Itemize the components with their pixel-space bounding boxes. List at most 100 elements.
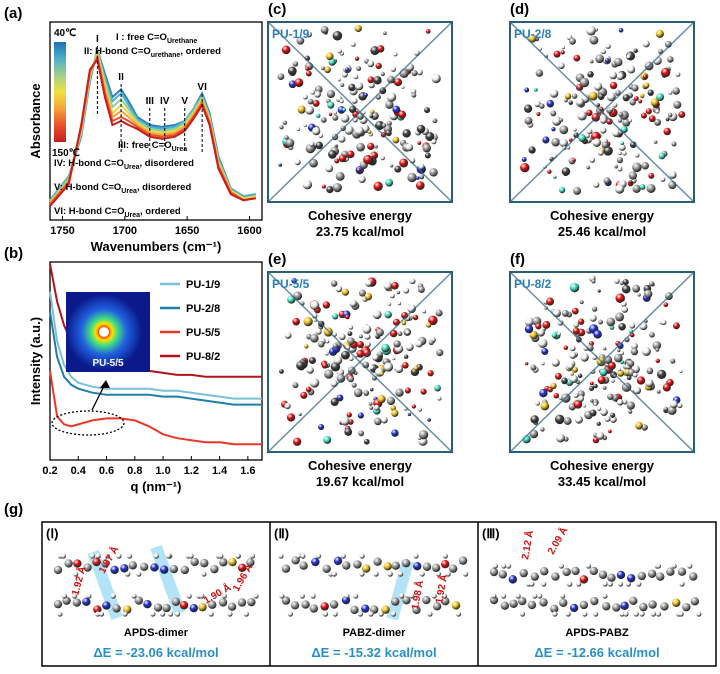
interaction-highlight <box>386 559 414 621</box>
atom <box>578 134 586 142</box>
atom <box>529 330 538 340</box>
atom <box>646 367 654 375</box>
atom <box>645 108 652 115</box>
atom <box>405 343 414 352</box>
atom <box>687 563 693 569</box>
atom <box>554 372 562 380</box>
atom <box>427 418 431 422</box>
atom <box>589 314 597 322</box>
atom <box>171 597 181 607</box>
atom <box>642 347 651 356</box>
atom <box>603 347 607 351</box>
atom <box>557 332 561 336</box>
atom <box>291 277 297 284</box>
x-tick-label: 0.4 <box>71 465 87 477</box>
atom <box>677 402 683 409</box>
atom <box>524 317 534 327</box>
atom <box>166 553 172 559</box>
atom <box>393 52 398 57</box>
arrow-head <box>100 380 110 388</box>
atom <box>615 293 625 303</box>
molecule-name: APDS-PABZ <box>565 627 629 639</box>
y-axis-label: Absorbance <box>28 83 43 158</box>
atom <box>606 92 616 102</box>
sim-box <box>267 271 453 453</box>
atom <box>385 129 392 137</box>
atom <box>577 110 587 121</box>
atom <box>64 559 73 568</box>
atom <box>619 281 624 286</box>
atom <box>219 558 228 567</box>
atom <box>661 67 671 78</box>
atom <box>297 105 306 114</box>
atom <box>540 361 545 366</box>
model-name: PU-1/9 <box>272 27 310 41</box>
atom <box>353 560 362 569</box>
atom <box>596 431 605 440</box>
atom <box>293 437 302 446</box>
atom <box>340 114 350 123</box>
atom <box>500 593 507 599</box>
atom <box>174 611 181 617</box>
atom <box>374 417 382 426</box>
atom <box>622 399 628 405</box>
atom <box>639 184 646 190</box>
atom <box>682 602 691 612</box>
x-tick-label: 1600 <box>237 225 261 237</box>
atom <box>569 282 580 293</box>
atom <box>413 561 422 571</box>
atom <box>407 172 417 183</box>
atom <box>359 571 365 577</box>
atom <box>607 581 613 587</box>
atom <box>451 601 461 610</box>
atom <box>501 563 507 569</box>
atom <box>551 332 558 338</box>
atom <box>332 182 342 193</box>
atom <box>391 281 399 290</box>
atom <box>200 558 209 568</box>
atom <box>341 288 349 296</box>
x-tick-label: 0.6 <box>99 465 114 477</box>
atom <box>369 114 374 119</box>
energy: 19.67 kcal/mol <box>316 474 404 489</box>
atom <box>603 146 613 156</box>
atom <box>208 611 214 617</box>
atom <box>379 87 387 95</box>
atom <box>398 110 407 119</box>
annotation-text: I : free C=O <box>116 32 167 43</box>
atom <box>364 279 373 287</box>
atom <box>617 166 623 172</box>
annotation: I : free C=OUrethane <box>116 32 197 45</box>
atom <box>547 169 552 174</box>
atom <box>391 561 400 570</box>
atom <box>253 593 259 599</box>
atom <box>550 110 557 117</box>
atom <box>577 318 585 325</box>
atom <box>309 333 319 343</box>
atom <box>326 89 336 99</box>
atom <box>57 611 63 617</box>
atom <box>374 145 378 149</box>
atom <box>618 322 626 331</box>
atom <box>422 562 432 571</box>
atom <box>325 339 330 344</box>
atom <box>617 368 622 372</box>
plot-frame <box>49 261 263 461</box>
atom <box>368 611 374 617</box>
atom <box>357 611 364 617</box>
atom <box>410 88 417 95</box>
atom <box>392 136 400 144</box>
atom <box>552 611 558 617</box>
atom <box>330 397 339 407</box>
atom <box>628 180 633 184</box>
atom <box>417 407 423 412</box>
annotation: II: H-bond C=Ourethane, ordered <box>84 46 221 59</box>
atom <box>364 341 371 348</box>
atom <box>285 138 295 148</box>
atom <box>655 358 661 364</box>
atom <box>362 564 371 573</box>
atom <box>190 557 199 567</box>
atom <box>428 339 434 346</box>
atom <box>393 340 401 348</box>
atom <box>546 99 555 108</box>
